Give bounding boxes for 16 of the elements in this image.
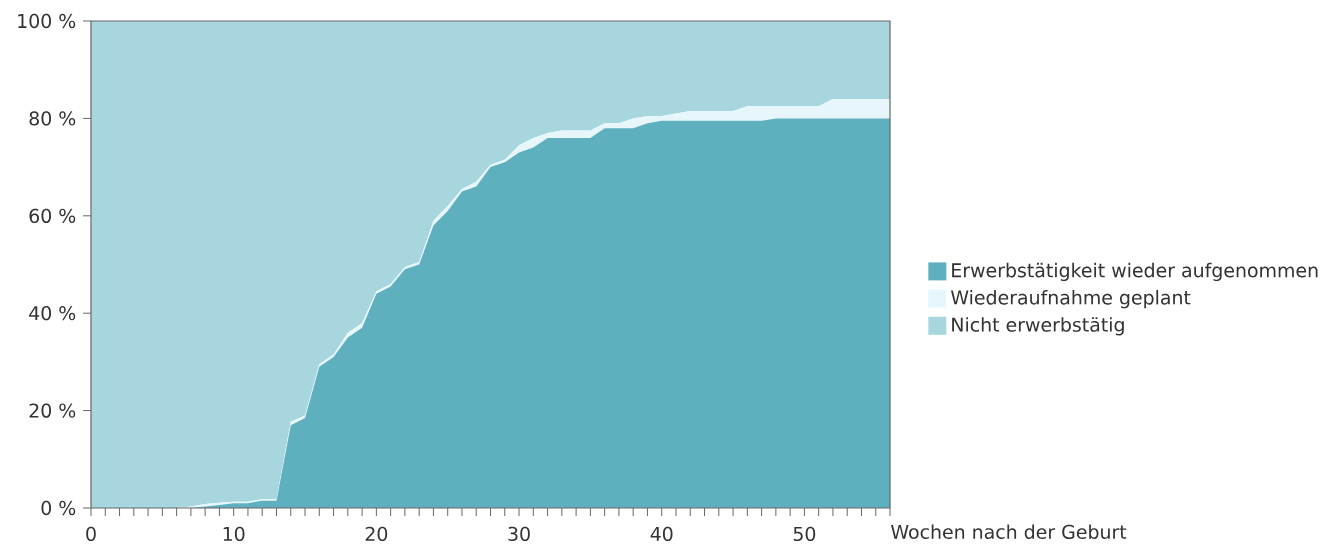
x-axis-title: Wochen nach der Geburt [891,524,1127,540]
x-tick-label: 50 [793,526,816,542]
y-tick-label: 0 % [41,500,76,516]
y-tick-label: 100 % [18,13,76,29]
y-tick-label: 80 % [29,111,76,126]
x-tick-label: 30 [508,526,530,542]
y-tick-label: 60 % [29,208,76,223]
x-tick-label: 20 [365,526,388,542]
x-tick-label: 40 [650,526,673,542]
legend-label: Wiederaufnahme geplant [950,289,1191,309]
x-tick-label: 10 [223,526,245,542]
legend-label: Erwerbstätigkeit wieder aufgenommen [952,262,1318,282]
y-tick-label: 20 % [29,403,76,418]
legend-label: Nicht erwerbstätig [952,317,1124,336]
x-tick-label: 0 [86,526,96,542]
y-tick-label: 40 % [29,306,76,321]
